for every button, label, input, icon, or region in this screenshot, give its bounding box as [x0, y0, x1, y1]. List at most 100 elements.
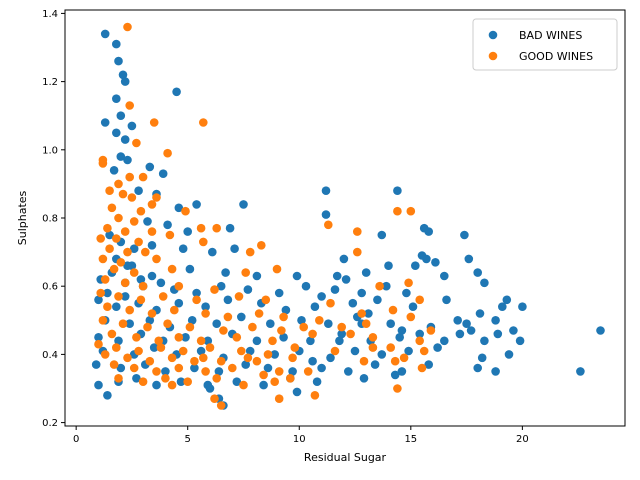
point-good-wines-138 [212, 374, 221, 383]
point-bad-wines-74 [223, 295, 233, 305]
point-good-wines-8 [138, 172, 148, 182]
point-bad-wines-42 [221, 268, 230, 277]
point-good-wines-112 [100, 350, 110, 359]
point-bad-wines-165 [103, 391, 112, 400]
point-good-wines-96 [308, 329, 317, 339]
point-bad-wines-138 [214, 367, 224, 376]
point-bad-wines-157 [232, 377, 242, 387]
point-good-wines-15 [147, 200, 157, 209]
point-good-wines-20 [406, 206, 416, 216]
point-bad-wines-172 [341, 275, 351, 284]
point-bad-wines-99 [509, 326, 518, 335]
legend-marker-good-wines [488, 51, 498, 61]
point-good-wines-148 [199, 353, 208, 363]
point-bad-wines-8 [100, 118, 110, 127]
point-bad-wines-183 [129, 244, 139, 253]
point-good-wines-74 [357, 309, 367, 318]
point-good-wines-42 [116, 258, 126, 267]
point-bad-wines-181 [105, 230, 114, 240]
point-bad-wines-142 [317, 363, 326, 373]
point-bad-wines-36 [230, 244, 239, 253]
point-good-wines-116 [190, 356, 199, 366]
point-bad-wines-148 [491, 367, 500, 376]
point-bad-wines-33 [147, 241, 157, 250]
point-good-wines-32 [134, 237, 143, 247]
x-axis: 0 5 10 15 20 [73, 426, 529, 445]
point-bad-wines-101 [114, 336, 123, 346]
point-bad-wines-136 [161, 367, 170, 376]
point-good-wines-102 [156, 343, 166, 352]
point-bad-wines-121 [196, 346, 206, 356]
point-good-wines-14 [127, 193, 137, 202]
point-good-wines-62 [261, 295, 271, 305]
point-bad-wines-187 [136, 275, 146, 284]
legend-label-good-wines: GOOD WINES [519, 50, 593, 63]
point-good-wines-91 [154, 336, 163, 346]
point-good-wines-115 [167, 353, 177, 363]
point-bad-wines-24 [321, 210, 331, 219]
point-bad-wines-49 [473, 268, 483, 277]
point-good-wines-145 [210, 394, 219, 404]
point-good-wines-55 [404, 278, 413, 288]
point-good-wines-129 [201, 367, 210, 376]
point-bad-wines-178 [493, 329, 503, 339]
point-good-wines-83 [248, 322, 257, 332]
point-bad-wines-4 [120, 77, 130, 86]
point-bad-wines-2 [114, 56, 123, 66]
point-good-wines-69 [201, 309, 210, 318]
points-layer [91, 22, 605, 410]
point-good-wines-51 [138, 281, 148, 291]
point-good-wines-133 [303, 367, 313, 376]
point-good-wines-81 [185, 322, 195, 332]
y-tick-label-5: 1.2 [42, 77, 58, 88]
point-good-wines-98 [415, 336, 425, 346]
point-bad-wines-16 [158, 169, 168, 178]
point-good-wines-52 [174, 281, 184, 291]
point-good-wines-46 [167, 264, 177, 274]
point-bad-wines-90 [237, 312, 246, 322]
point-good-wines-147 [310, 391, 320, 400]
point-good-wines-106 [263, 350, 273, 359]
point-bad-wines-23 [393, 186, 402, 195]
point-bad-wines-48 [431, 258, 440, 267]
point-good-wines-113 [123, 353, 132, 363]
point-good-wines-85 [299, 322, 309, 332]
point-good-wines-35 [257, 241, 266, 250]
point-good-wines-123 [399, 353, 409, 363]
point-good-wines-137 [183, 377, 192, 387]
point-good-wines-4 [132, 138, 141, 148]
point-bad-wines-150 [596, 326, 605, 335]
point-bad-wines-11 [120, 135, 130, 144]
point-bad-wines-68 [94, 295, 103, 305]
point-bad-wines-46 [361, 268, 371, 277]
point-good-wines-63 [326, 298, 335, 308]
point-bad-wines-155 [176, 377, 186, 387]
point-good-wines-5 [163, 148, 172, 158]
point-good-wines-66 [125, 305, 134, 315]
point-good-wines-135 [138, 377, 148, 387]
point-good-wines-39 [245, 247, 255, 257]
point-good-wines-31 [112, 234, 121, 243]
point-good-wines-34 [199, 237, 208, 247]
point-bad-wines-170 [364, 309, 373, 318]
point-good-wines-18 [181, 206, 190, 216]
point-good-wines-92 [174, 333, 184, 342]
point-good-wines-107 [290, 343, 300, 352]
point-bad-wines-1 [112, 39, 121, 49]
point-good-wines-149 [368, 333, 378, 342]
point-bad-wines-137 [190, 363, 199, 373]
point-good-wines-67 [147, 309, 157, 318]
point-bad-wines-189 [120, 292, 130, 301]
point-bad-wines-32 [460, 230, 469, 240]
point-bad-wines-147 [473, 363, 483, 373]
point-bad-wines-140 [263, 363, 273, 373]
point-good-wines-70 [223, 312, 233, 322]
point-bad-wines-107 [252, 336, 262, 346]
point-good-wines-109 [368, 343, 378, 352]
point-bad-wines-63 [402, 288, 411, 298]
x-tick-label-1: 5 [185, 434, 191, 445]
point-good-wines-121 [359, 356, 369, 366]
point-bad-wines-80 [408, 302, 418, 312]
point-good-wines-132 [274, 367, 284, 376]
